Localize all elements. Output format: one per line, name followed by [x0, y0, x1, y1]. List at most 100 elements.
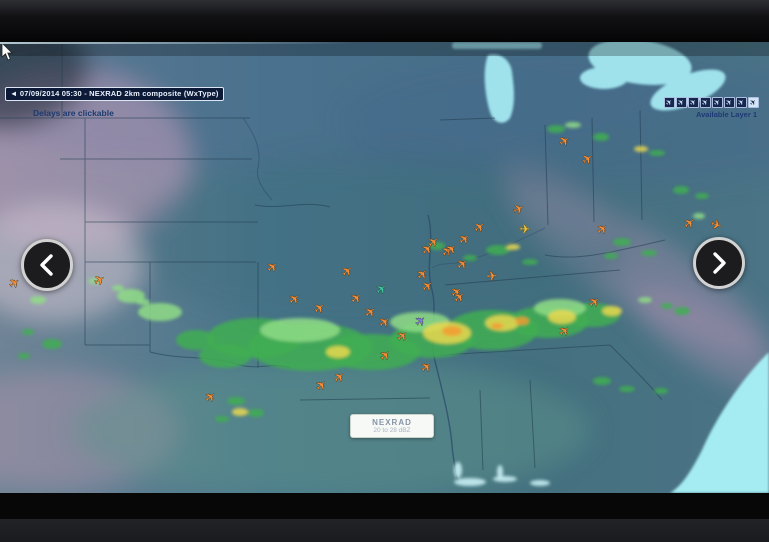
- radar-cell: [88, 278, 102, 284]
- radar-cell: [673, 186, 689, 194]
- radar-cell: [604, 253, 618, 259]
- flight-weather-map-screen[interactable]: ✈ ✈ ✈ ✈ ✈ ✈ ✈ ✈ ✈ ✈ ✈ ✈ ✈ ✈ ✈ ✈ ✈ ✈ ✈ ✈ ✈ ✈ ✈ ✈ ✈ ✈ ✈ ✈ ✈ ✈ ✈ ✈ ✈ ✈ ✈ ✈ ✈ ✈ ◄…: [0, 42, 769, 493]
- radar-cell: [619, 386, 635, 392]
- wx-layer-button[interactable]: ✈: [664, 97, 675, 108]
- missouri-river: [242, 117, 273, 201]
- radar-cell: [136, 299, 150, 305]
- radar-cell: [654, 388, 668, 394]
- radar-cell: [42, 339, 62, 349]
- radar-cell: [463, 255, 477, 261]
- radar-cell: [454, 478, 486, 486]
- radar-cell: [491, 323, 503, 329]
- wx-layer-button[interactable]: ✈: [724, 97, 735, 108]
- lake-michigan: [484, 54, 514, 123]
- airplane-marker[interactable]: ✈: [708, 217, 724, 235]
- radar-cell: [442, 326, 462, 336]
- prev-photo-button[interactable]: [21, 239, 73, 291]
- radar-cell: [530, 480, 550, 486]
- radar-cell: [641, 250, 657, 256]
- nexrad-tooltip: NEXRAD 20 to 28 dBZ: [350, 414, 434, 438]
- radar-cell: [506, 244, 520, 250]
- radar-cell: [547, 125, 565, 133]
- tooltip-title: NEXRAD: [372, 418, 412, 427]
- radar-cell: [534, 299, 586, 317]
- ohio-river: [431, 227, 546, 269]
- delays-note: Delays are clickable: [33, 108, 114, 118]
- layer-label: Available Layer 1: [695, 110, 757, 119]
- radar-cell: [548, 310, 576, 324]
- radar-cell: [199, 344, 251, 368]
- airplane-icon: ✈: [699, 96, 711, 108]
- wx-layer-button[interactable]: ✈: [676, 97, 687, 108]
- radar-cell: [112, 285, 124, 291]
- radar-cell: [485, 315, 519, 331]
- radar-cell: [493, 476, 517, 482]
- airplane-icon: ✈: [747, 96, 759, 108]
- lake-superior-edge: [452, 42, 542, 49]
- weather-layer-toolbar: ✈ ✈ ✈ ✈ ✈ ✈ ✈ ✈: [664, 97, 759, 108]
- radar-cell: [565, 122, 581, 128]
- nexrad-radar-layer: [18, 122, 709, 486]
- radar-cell: [649, 150, 665, 156]
- radar-cell: [674, 307, 690, 315]
- radar-cell: [454, 462, 462, 478]
- airplane-icon: ✈: [663, 96, 675, 108]
- tooltip-value: 20 to 28 dBZ: [373, 427, 411, 434]
- radar-cell: [515, 317, 529, 325]
- wx-layer-button[interactable]: ✈: [712, 97, 723, 108]
- airplane-icon: ✈: [735, 96, 747, 108]
- radar-cell: [22, 329, 34, 335]
- radar-cell: [497, 465, 503, 479]
- radar-cell: [138, 303, 182, 321]
- chevron-right-icon: [713, 252, 726, 274]
- timestamp-bar: ◄ 07/09/2014 05:30 - NEXRAD 2km composit…: [5, 87, 224, 101]
- airplane-icon: ✈: [675, 96, 687, 108]
- radar-cell: [634, 146, 648, 152]
- flight-weather-map[interactable]: ✈ ✈✈ ✈✈ ✈✈✈✈✈✈✈✈✈✈✈✈✈✈✈✈✈✈✈✈ ✈✈✈✈✈✈✈✈✈✈✈ ✈✈: [0, 42, 769, 493]
- next-photo-button[interactable]: [693, 237, 745, 289]
- chevron-left-icon: [40, 254, 53, 276]
- radar-cell: [593, 133, 609, 141]
- airplane-marker[interactable]: ✈: [486, 269, 499, 286]
- radar-cell: [248, 409, 264, 417]
- desk-surface: [0, 519, 769, 542]
- radar-cell: [326, 346, 350, 358]
- radar-cell: [18, 353, 30, 359]
- airplane-icon: ✈: [687, 96, 699, 108]
- aircraft-layer: ✈ ✈✈ ✈✈ ✈✈✈✈✈✈✈✈✈✈✈✈✈✈✈✈✈✈✈✈ ✈✈✈✈✈✈✈✈✈✈✈ ✈✈: [6, 132, 724, 407]
- airplane-icon: ✈: [723, 96, 735, 108]
- wx-layer-button[interactable]: ✈: [748, 97, 759, 108]
- mississippi-river: [427, 214, 459, 483]
- monitor-bezel-bottom: [0, 493, 769, 519]
- radar-cell: [227, 397, 245, 405]
- radar-cell: [602, 306, 622, 316]
- radar-cell: [661, 303, 673, 309]
- radar-cell: [30, 296, 46, 304]
- lake-small: [580, 67, 628, 89]
- radar-cell: [695, 193, 709, 199]
- rivers: [242, 117, 546, 483]
- screen-top-shadow: [0, 42, 769, 56]
- wx-layer-button[interactable]: ✈: [688, 97, 699, 108]
- radar-cell: [638, 297, 652, 303]
- monitor-bezel-top: [0, 0, 769, 42]
- radar-cell: [215, 416, 229, 422]
- radar-cell: [593, 377, 611, 385]
- radar-cell: [693, 213, 705, 219]
- radar-cell: [176, 330, 216, 350]
- airplane-marker[interactable]: ✈: [519, 222, 531, 238]
- radar-cell: [613, 238, 631, 246]
- radar-cell: [260, 318, 340, 342]
- radar-cell: [486, 245, 510, 255]
- wx-layer-button[interactable]: ✈: [700, 97, 711, 108]
- basemap-terrain: [0, 42, 769, 493]
- radar-cell: [429, 242, 445, 250]
- radar-cell: [232, 408, 248, 416]
- airplane-icon: ✈: [711, 96, 723, 108]
- lakes-and-coast: [452, 42, 769, 493]
- radar-cell: [522, 259, 538, 265]
- atlantic-ocean: [670, 352, 769, 493]
- wx-layer-button[interactable]: ✈: [736, 97, 747, 108]
- radar-cell: [117, 289, 145, 303]
